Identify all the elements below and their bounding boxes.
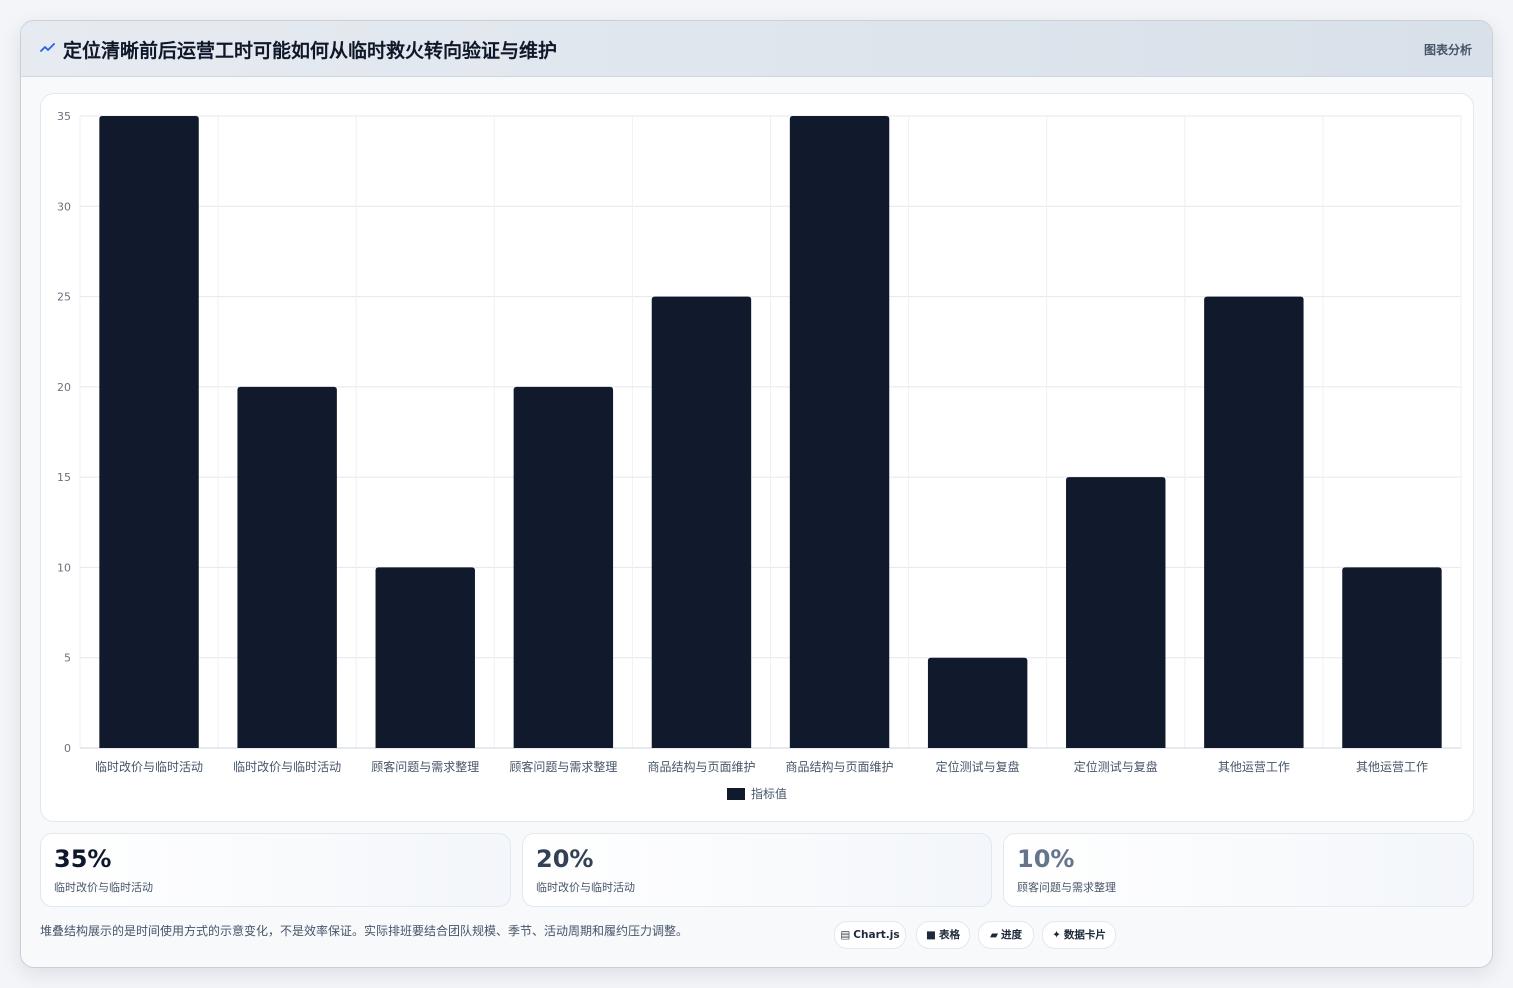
y-tick-label: 10 xyxy=(57,561,71,574)
x-tick-label: 其他运营工作 xyxy=(1356,760,1428,774)
y-tick-label: 15 xyxy=(57,471,71,484)
page-title: 定位清晰前后运营工时可能如何从临时救火转向验证与维护 xyxy=(63,40,558,62)
bar xyxy=(513,386,614,748)
x-tick-label: 顾客问题与需求整理 xyxy=(509,759,617,774)
bar xyxy=(789,116,890,748)
stat-card-2: 20% 临时改价与临时活动 xyxy=(522,833,992,907)
legend-label: 指标值 xyxy=(751,786,787,801)
y-tick-label: 0 xyxy=(64,742,71,755)
bar xyxy=(651,296,752,748)
bar xyxy=(1066,477,1166,748)
footnote: 堆叠结构展示的是时间使用方式的示意变化，不是效率保证。实际排班要结合团队规模、季… xyxy=(40,924,689,938)
stat-value: 35% xyxy=(54,845,112,873)
x-tick-label: 顾客问题与需求整理 xyxy=(371,759,479,774)
stat-label: 顾客问题与需求整理 xyxy=(1017,881,1116,894)
y-tick-label: 30 xyxy=(57,200,71,213)
bar xyxy=(1204,296,1304,748)
pill-progress[interactable]: ▰ 进度 xyxy=(978,921,1034,949)
progress-icon: ▰ xyxy=(989,929,999,941)
y-tick-label: 5 xyxy=(64,652,71,665)
chart-analysis-tag[interactable]: 图表分析 xyxy=(1423,43,1472,57)
bar-chart: 0 5 10 15 20 25 30 35 临时改价与临时活动 临时改价与临时活动 顾客问题与需求整… xyxy=(57,110,1462,801)
legend-swatch xyxy=(727,788,745,800)
bar xyxy=(1342,567,1442,748)
line-chart-icon xyxy=(40,43,55,52)
bar xyxy=(927,657,1028,748)
stat-value: 20% xyxy=(536,845,594,873)
stat-value: 10% xyxy=(1017,845,1075,873)
pill-label: 进度 xyxy=(1001,929,1023,941)
header: 定位清晰前后运营工时可能如何从临时救火转向验证与维护 图表分析 xyxy=(21,21,1492,77)
y-tick-label: 25 xyxy=(57,291,71,304)
bar xyxy=(375,567,475,748)
sparkle-icon: ✦ xyxy=(1052,929,1061,941)
y-tick-label: 35 xyxy=(57,110,71,123)
pill-chartjs[interactable]: ▤ Chart.js xyxy=(834,921,906,949)
chart-icon: ▤ xyxy=(840,929,851,941)
stat-label: 临时改价与临时活动 xyxy=(54,881,153,894)
bar xyxy=(237,386,337,748)
pill-label: 数据卡片 xyxy=(1063,929,1106,941)
pill-data-cards[interactable]: ✦ 数据卡片 xyxy=(1042,921,1116,949)
table-icon: ■ xyxy=(926,929,936,941)
stat-label: 临时改价与临时活动 xyxy=(536,881,635,894)
chart-card: 0 5 10 15 20 25 30 35 临时改价与临时活动 临时改价与临时活动 顾客问题与需求整… xyxy=(40,93,1474,822)
app-window: 定位清晰前后运营工时可能如何从临时救火转向验证与维护 图表分析 0 5 10 15 20… xyxy=(20,20,1493,968)
x-tick-label: 定位测试与复盘 xyxy=(1074,759,1158,774)
x-tick-label: 商品结构与页面维护 xyxy=(647,759,755,774)
bar xyxy=(99,116,199,748)
pill-label: 表格 xyxy=(938,929,960,941)
x-tick-label: 临时改价与临时活动 xyxy=(95,760,203,774)
x-tick-label: 商品结构与页面维护 xyxy=(786,759,894,774)
y-tick-label: 20 xyxy=(57,381,71,394)
pill-table[interactable]: ■ 表格 xyxy=(916,921,970,949)
x-tick-label: 定位测试与复盘 xyxy=(936,759,1020,774)
x-tick-label: 临时改价与临时活动 xyxy=(233,760,341,774)
x-tick-label: 其他运营工作 xyxy=(1218,760,1290,774)
stat-card-1: 35% 临时改价与临时活动 xyxy=(40,833,511,907)
pill-label: Chart.js xyxy=(853,929,900,941)
stat-card-3: 10% 顾客问题与需求整理 xyxy=(1003,833,1474,907)
